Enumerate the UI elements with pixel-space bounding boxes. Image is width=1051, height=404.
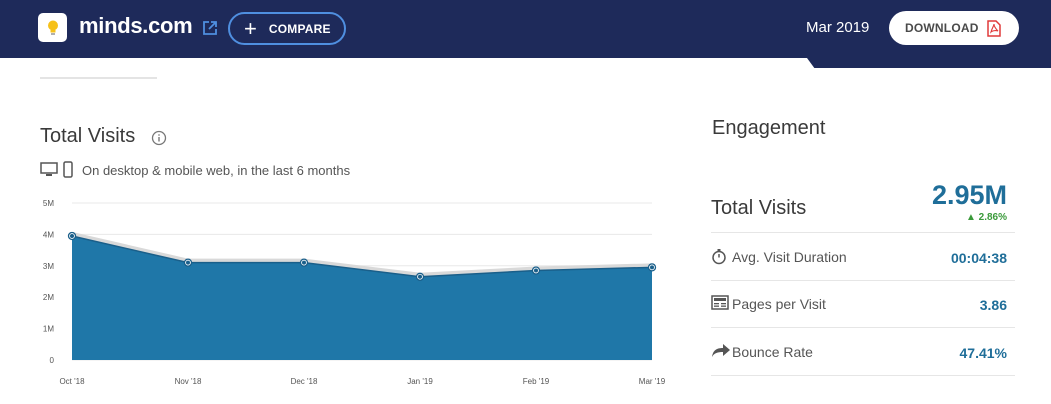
desktop-icon bbox=[40, 162, 58, 176]
bounce-arrow-icon bbox=[712, 344, 730, 357]
info-icon[interactable] bbox=[151, 130, 167, 146]
data-point-core bbox=[418, 274, 422, 279]
visits-line bbox=[71, 235, 653, 278]
top-header: minds.com + COMPARE Mar 2019 DOWNLOAD bbox=[0, 0, 1051, 58]
total-visits-change: ▲ 2.86% bbox=[966, 212, 1007, 223]
header-tab bbox=[807, 58, 1051, 68]
y-tick-label: 2M bbox=[43, 293, 54, 302]
metric-label-duration: Avg. Visit Duration bbox=[732, 249, 847, 265]
arrow-up-icon: ▲ bbox=[965, 212, 976, 223]
lightbulb-icon bbox=[47, 20, 58, 35]
x-tick-label: Oct '18 bbox=[59, 377, 85, 386]
metric-value-bounce: 47.41% bbox=[959, 345, 1007, 361]
pdf-icon bbox=[986, 19, 1001, 37]
metric-row-pages bbox=[711, 281, 1015, 328]
total-visits-title: Total Visits bbox=[40, 125, 136, 147]
mobile-icon bbox=[63, 161, 73, 178]
x-tick-label: Nov '18 bbox=[175, 377, 202, 386]
metric-label-bounce: Bounce Rate bbox=[732, 344, 813, 360]
visits-area bbox=[72, 235, 652, 360]
download-label: DOWNLOAD bbox=[905, 21, 979, 35]
compare-label: COMPARE bbox=[268, 21, 331, 36]
stopwatch-icon bbox=[712, 249, 726, 265]
data-point-core bbox=[650, 265, 654, 270]
site-name: minds.com bbox=[79, 13, 193, 38]
y-tick-label: 3M bbox=[43, 262, 54, 271]
y-tick-label: 5M bbox=[43, 199, 54, 208]
total-visits-change-value: 2.86% bbox=[978, 212, 1007, 223]
data-point-core bbox=[302, 260, 306, 265]
engagement-total-visits-value: 2.95M bbox=[931, 180, 1007, 210]
x-tick-label: Mar '19 bbox=[639, 377, 666, 386]
total-visits-chart: 0 1M 2M 3M 4M 5M Oct '18 Nov '18 Dec '18 Jan '19… bbox=[43, 199, 666, 386]
data-point-core bbox=[70, 233, 74, 238]
y-tick-label: 0 bbox=[50, 356, 55, 365]
data-point-core bbox=[534, 268, 538, 273]
y-tick-label: 4M bbox=[43, 230, 54, 239]
y-axis-labels: 0 1M 2M 3M 4M 5M bbox=[43, 199, 55, 365]
metric-row-bounce bbox=[711, 328, 1015, 376]
chart-points bbox=[67, 231, 657, 281]
metric-value-pages: 3.86 bbox=[979, 297, 1007, 313]
chart-subtitle: On desktop & mobile web, in the last 6 m… bbox=[82, 163, 351, 178]
x-tick-label: Jan '19 bbox=[407, 377, 433, 386]
plus-icon: + bbox=[244, 15, 257, 41]
download-button[interactable]: DOWNLOAD bbox=[889, 11, 1019, 45]
metric-label-pages: Pages per Visit bbox=[732, 296, 826, 312]
metric-row-duration bbox=[711, 233, 1015, 281]
external-link-icon[interactable] bbox=[202, 20, 218, 36]
x-tick-label: Dec '18 bbox=[291, 377, 318, 386]
chart-area bbox=[71, 232, 653, 360]
metric-value-duration: 00:04:38 bbox=[950, 250, 1007, 266]
engagement-total-visits-label: Total Visits bbox=[711, 197, 807, 219]
visits-line-shadow bbox=[71, 232, 653, 277]
y-tick-label: 1M bbox=[43, 325, 54, 334]
divider bbox=[40, 77, 157, 79]
engagement-title: Engagement bbox=[712, 117, 826, 139]
data-point-core bbox=[186, 260, 190, 265]
date-selector[interactable]: Mar 2019 bbox=[806, 19, 870, 36]
x-axis-labels: Oct '18 Nov '18 Dec '18 Jan '19 Feb '19 Mar '… bbox=[59, 377, 665, 386]
total-visits-row bbox=[711, 186, 1015, 233]
compare-button[interactable]: + COMPARE bbox=[228, 12, 346, 45]
x-tick-label: Feb '19 bbox=[523, 377, 550, 386]
site-logo bbox=[38, 13, 67, 42]
pages-icon bbox=[711, 295, 729, 310]
